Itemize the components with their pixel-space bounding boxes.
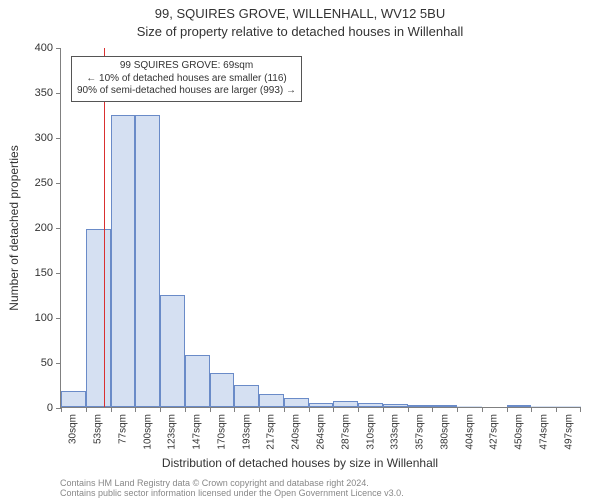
histogram-bar [556, 406, 581, 407]
histogram-bar [185, 355, 210, 407]
x-tick-label: 497sqm [563, 414, 574, 450]
x-tick-mark [210, 407, 211, 412]
title-main: 99, SQUIRES GROVE, WILLENHALL, WV12 5BU [0, 6, 600, 21]
x-tick-label: 357sqm [415, 414, 426, 450]
y-tick-label: 300 [35, 132, 53, 144]
annotation-box: 99 SQUIRES GROVE: 69sqm← 10% of detached… [71, 56, 302, 102]
histogram-bar [61, 391, 86, 407]
x-tick-label: 217sqm [266, 414, 277, 450]
x-tick-mark [556, 407, 557, 412]
x-tick-mark [86, 407, 87, 412]
x-tick-mark [507, 407, 508, 412]
x-tick-mark [408, 407, 409, 412]
x-tick-mark [358, 407, 359, 412]
y-tick-mark [56, 228, 61, 229]
y-tick-label: 0 [47, 402, 53, 414]
histogram-bar [86, 229, 111, 407]
x-tick-mark [284, 407, 285, 412]
histogram-bar [135, 115, 160, 408]
histogram-bar [333, 401, 358, 407]
histogram-bar [111, 115, 136, 408]
y-tick-label: 350 [35, 87, 53, 99]
histogram-bar [210, 373, 235, 407]
x-tick-mark [135, 407, 136, 412]
histogram-bar [358, 403, 383, 408]
histogram-bar [284, 398, 309, 407]
y-tick-mark [56, 318, 61, 319]
annotation-line1: 99 SQUIRES GROVE: 69sqm [77, 60, 296, 73]
x-axis-label: Distribution of detached houses by size … [0, 456, 600, 470]
x-tick-mark [259, 407, 260, 412]
x-tick-mark [160, 407, 161, 412]
histogram-bar [234, 385, 259, 408]
histogram-bar [309, 403, 334, 408]
x-tick-mark [185, 407, 186, 412]
x-tick-mark [309, 407, 310, 412]
y-tick-label: 100 [35, 312, 53, 324]
x-tick-label: 450sqm [514, 414, 525, 450]
x-tick-mark [531, 407, 532, 412]
histogram-bar [507, 405, 532, 407]
x-tick-label: 404sqm [464, 414, 475, 450]
x-tick-label: 193sqm [241, 414, 252, 450]
x-tick-label: 170sqm [216, 414, 227, 450]
x-tick-label: 264sqm [316, 414, 327, 450]
x-tick-label: 147sqm [192, 414, 203, 450]
x-tick-mark [580, 407, 581, 412]
y-tick-mark [56, 183, 61, 184]
x-tick-mark [457, 407, 458, 412]
histogram-bar [432, 405, 457, 407]
credits: Contains HM Land Registry data © Crown c… [60, 478, 404, 499]
x-tick-mark [482, 407, 483, 412]
y-tick-label: 50 [41, 357, 53, 369]
histogram-bar [160, 295, 185, 408]
x-tick-label: 30sqm [68, 414, 79, 444]
y-tick-mark [56, 138, 61, 139]
x-tick-mark [333, 407, 334, 412]
histogram-bar [259, 394, 284, 408]
y-tick-mark [56, 48, 61, 49]
y-tick-label: 150 [35, 267, 53, 279]
y-tick-label: 400 [35, 42, 53, 54]
x-tick-label: 53sqm [93, 414, 104, 444]
histogram-bar [457, 406, 482, 407]
y-tick-mark [56, 363, 61, 364]
credits-line1: Contains HM Land Registry data © Crown c… [60, 478, 404, 488]
x-tick-label: 474sqm [538, 414, 549, 450]
x-tick-mark [111, 407, 112, 412]
x-tick-label: 380sqm [439, 414, 450, 450]
y-axis-label: Number of detached properties [7, 145, 21, 310]
title-sub: Size of property relative to detached ho… [0, 24, 600, 39]
subject-marker-line [104, 48, 105, 407]
histogram-bar [408, 405, 433, 407]
histogram-bar [383, 404, 408, 407]
histogram-bar [531, 406, 556, 407]
credits-line2: Contains public sector information licen… [60, 488, 404, 498]
x-tick-mark [61, 407, 62, 412]
plot-area: 05010015020025030035040030sqm53sqm77sqm1… [60, 48, 580, 408]
chart-container: 99, SQUIRES GROVE, WILLENHALL, WV12 5BU … [0, 0, 600, 500]
y-tick-mark [56, 93, 61, 94]
x-tick-label: 310sqm [365, 414, 376, 450]
x-tick-label: 287sqm [340, 414, 351, 450]
y-tick-mark [56, 273, 61, 274]
y-tick-label: 200 [35, 222, 53, 234]
x-tick-mark [234, 407, 235, 412]
x-tick-label: 100sqm [142, 414, 153, 450]
x-tick-label: 77sqm [117, 414, 128, 444]
x-tick-mark [383, 407, 384, 412]
annotation-line2: ← 10% of detached houses are smaller (11… [77, 73, 296, 86]
x-tick-mark [432, 407, 433, 412]
annotation-line3: 90% of semi-detached houses are larger (… [77, 85, 296, 98]
x-tick-label: 240sqm [291, 414, 302, 450]
x-tick-label: 123sqm [167, 414, 178, 450]
x-tick-label: 333sqm [390, 414, 401, 450]
y-tick-label: 250 [35, 177, 53, 189]
x-tick-label: 427sqm [489, 414, 500, 450]
